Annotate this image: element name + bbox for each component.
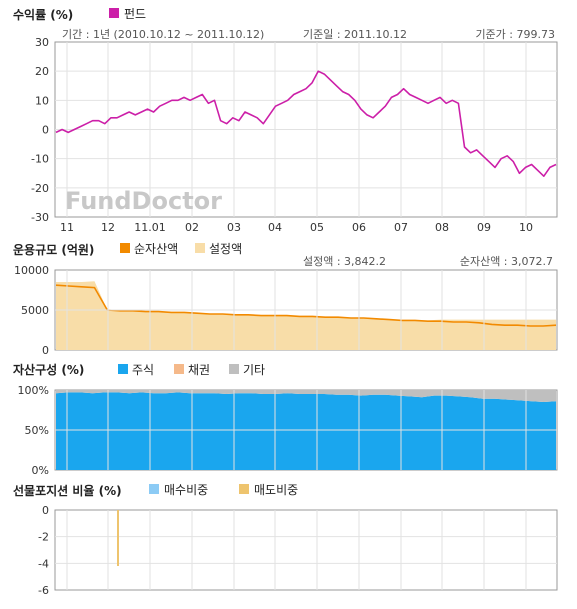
returns-xtick-9: 08	[435, 221, 449, 234]
asset-title: 자산구성 (%)	[13, 362, 84, 377]
returns-base-price: 기준가 : 799.73	[475, 28, 555, 41]
asset-legend-bond: 채권	[188, 363, 210, 377]
returns-xtick-0: 11	[60, 221, 74, 234]
returns-xtick-6: 05	[310, 221, 324, 234]
aum-ytick-0: 10000	[14, 264, 49, 277]
returns-xtick-4: 03	[227, 221, 241, 234]
aum-setup-amount: 설정액 : 3,842.2	[303, 255, 386, 268]
returns-period: 기간 : 1년 (2010.10.12 ~ 2011.10.12)	[62, 28, 264, 41]
returns-xtick-11: 10	[519, 221, 533, 234]
returns-ytick-5: -20	[31, 182, 49, 195]
returns-xtick-1: 12	[101, 221, 115, 234]
futures-legend-long: 매수비중	[164, 483, 208, 497]
asset-legend-swatch-bond	[174, 364, 184, 374]
futures-title: 선물포지션 비율 (%)	[13, 483, 122, 498]
asset-stock-area	[56, 392, 556, 470]
returns-xtick-10: 09	[477, 221, 491, 234]
aum-net-line	[55, 284, 557, 327]
asset-legend-swatch-stock	[118, 364, 128, 374]
asset-ytick-2: 0%	[32, 464, 49, 477]
returns-fund-line	[55, 70, 557, 177]
asset-other-area	[56, 390, 556, 402]
aum-net-assets: 순자산액 : 3,072.7	[460, 255, 553, 268]
returns-watermark: FundDoctor	[65, 187, 222, 215]
returns-title: 수익률 (%)	[13, 8, 73, 22]
asset-legend-swatch-other	[229, 364, 239, 374]
returns-ytick-1: 20	[35, 65, 49, 78]
futures-legend-short: 매도비중	[254, 483, 298, 497]
returns-xtick-5: 04	[268, 221, 282, 234]
futures-plot-area	[54, 509, 558, 591]
returns-ytick-4: -10	[31, 153, 49, 166]
returns-ytick-6: -30	[31, 211, 49, 224]
aum-title: 운용규모 (억원)	[13, 242, 94, 257]
aum-setup-area	[56, 281, 556, 350]
returns-legend-fund: 펀드	[124, 7, 146, 21]
asset-legend-stock: 주식	[132, 363, 154, 377]
returns-ytick-2: 10	[35, 94, 49, 107]
asset-ytick-1: 50%	[25, 424, 49, 437]
futures-short-bar-0	[117, 510, 119, 566]
returns-xtick-7: 06	[352, 221, 366, 234]
futures-ytick-3: -6	[38, 584, 49, 597]
futures-ytick-0: 0	[42, 504, 49, 517]
aum-legend-swatch-net	[120, 243, 130, 253]
returns-base-date: 기준일 : 2011.10.12	[303, 27, 407, 41]
futures-legend-swatch-short	[239, 484, 249, 494]
aum-ytick-2: 0	[42, 344, 49, 357]
returns-ytick-0: 30	[35, 36, 49, 49]
returns-xtick-8: 07	[394, 221, 408, 234]
aum-legend-swatch-setup	[195, 243, 205, 253]
returns-legend-swatch-fund	[109, 8, 119, 18]
asset-legend-other: 기타	[243, 363, 265, 377]
futures-ytick-1: -2	[38, 531, 49, 544]
aum-legend-setup: 설정액	[209, 242, 242, 256]
futures-legend-swatch-long	[149, 484, 159, 494]
aum-legend-net: 순자산액	[134, 242, 178, 256]
asset-ytick-0: 100%	[18, 384, 49, 397]
futures-ytick-2: -4	[38, 557, 49, 570]
returns-xtick-2: 11.01	[134, 221, 166, 234]
returns-ytick-3: 0	[42, 124, 49, 137]
returns-xtick-3: 02	[185, 221, 199, 234]
aum-ytick-1: 5000	[21, 304, 49, 317]
